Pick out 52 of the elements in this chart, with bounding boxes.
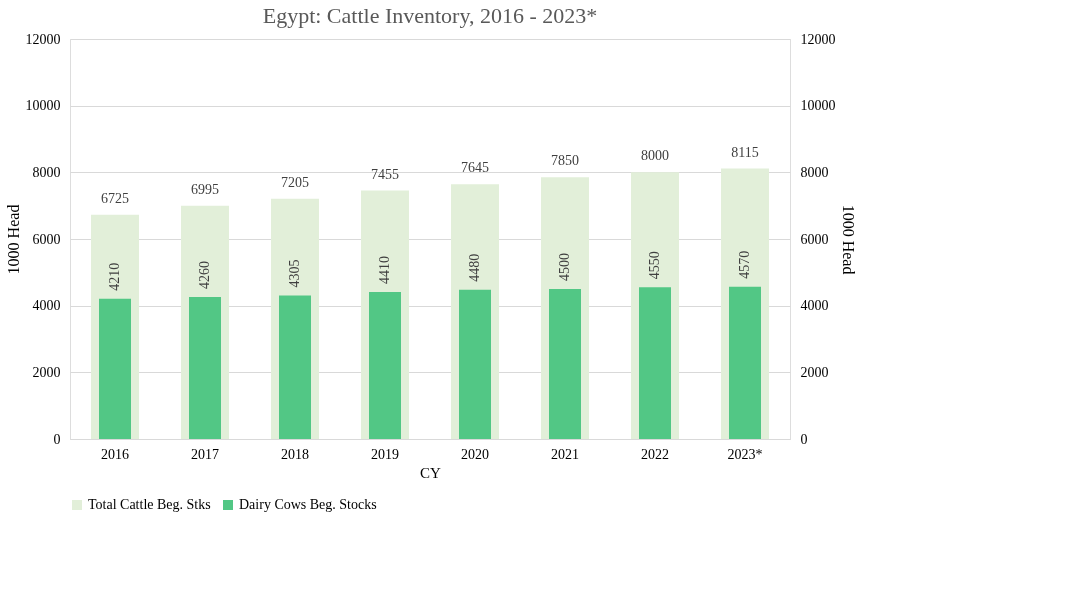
bar: [369, 292, 401, 439]
bar: [639, 287, 671, 439]
bar: [99, 298, 131, 439]
legend-label: Dairy Cows Beg. Stocks: [239, 497, 377, 512]
x-tick-label: 2018: [281, 446, 309, 462]
y2-tick-label: 8000: [800, 164, 829, 180]
data-label: 4305: [287, 259, 302, 288]
x-tick-label: 2023*: [727, 446, 763, 462]
data-label: 8000: [641, 148, 669, 164]
y-tick-label: 4000: [32, 298, 61, 314]
data-label: 4480: [467, 253, 482, 282]
y2-tick-label: 10000: [800, 98, 836, 114]
y2-tick-label: 12000: [800, 31, 836, 47]
y-tick-label: 12000: [25, 31, 61, 47]
y-tick-label: 2000: [32, 364, 61, 380]
y2-tick-label: 4000: [800, 298, 829, 314]
data-label: 6725: [101, 190, 129, 206]
data-label: 7645: [461, 160, 489, 176]
bar: [549, 289, 581, 439]
data-label: 4410: [377, 256, 392, 284]
y-tick-label: 10000: [25, 98, 61, 114]
data-label: 7205: [281, 174, 309, 190]
y-tick-label: 8000: [32, 164, 61, 180]
y-axis-title: 1000 Head: [4, 204, 22, 275]
y2-axis-title: 1000 Head: [839, 204, 857, 275]
data-label: 7850: [551, 153, 579, 169]
data-label: 6995: [191, 181, 219, 197]
x-tick-label: 2021: [551, 446, 579, 462]
data-label: 4500: [557, 253, 572, 281]
data-label: 4570: [737, 250, 752, 279]
x-tick-label: 2020: [461, 446, 489, 462]
data-label: 4550: [647, 251, 662, 280]
x-tick-label: 2017: [191, 446, 219, 462]
data-label: 8115: [731, 144, 759, 160]
bar: [189, 297, 221, 439]
bar: [729, 286, 761, 439]
x-tick-label: 2022: [641, 446, 669, 462]
legend-label: Total Cattle Beg. Stks: [88, 497, 211, 512]
data-label: 4260: [197, 261, 212, 289]
bar: [459, 289, 491, 439]
x-tick-label: 2016: [101, 446, 129, 462]
y-tick-label: 0: [53, 431, 61, 447]
x-axis-title: CY: [420, 464, 442, 481]
y2-tick-label: 0: [800, 431, 808, 447]
y-tick-label: 6000: [32, 231, 61, 247]
data-label: 7455: [371, 166, 399, 182]
data-label: 4210: [107, 262, 122, 291]
chart-title: Egypt: Cattle Inventory, 2016 - 2023*: [262, 3, 598, 28]
y2-tick-label: 6000: [800, 231, 829, 247]
x-tick-label: 2019: [371, 446, 399, 462]
bar: [279, 295, 311, 439]
y2-tick-label: 2000: [800, 364, 829, 380]
